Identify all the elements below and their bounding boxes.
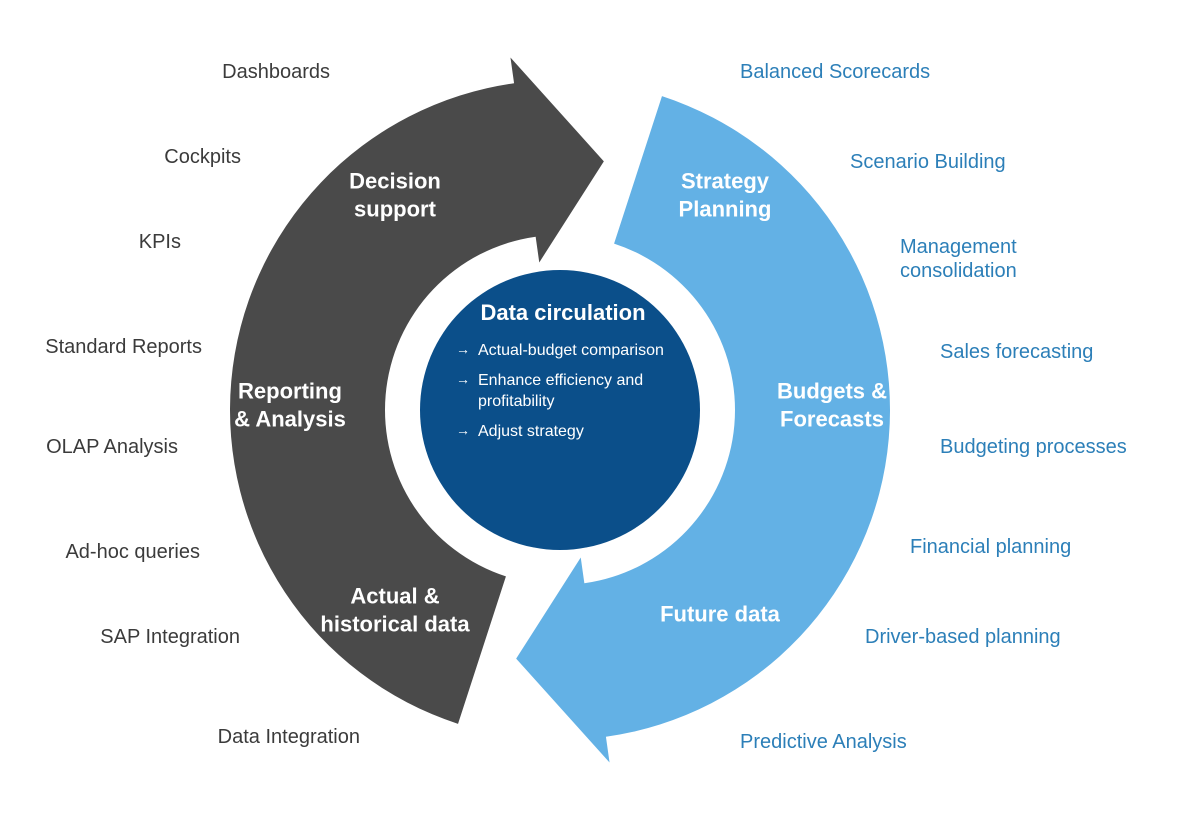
outer-label-left: Standard Reports bbox=[0, 335, 202, 359]
outer-label-left: OLAP Analysis bbox=[0, 435, 178, 459]
center-items-list: Actual-budget comparison Enhance efficien… bbox=[456, 340, 670, 442]
outer-label-left: Cockpits bbox=[0, 145, 241, 169]
outer-label-right: Budgeting processes bbox=[940, 435, 1127, 459]
outer-label-left: Ad-hoc queries bbox=[0, 540, 200, 564]
outer-label-right: Predictive Analysis bbox=[740, 730, 907, 754]
ring-label-left: Decisionsupport bbox=[310, 168, 480, 223]
ring-label-right: Future data bbox=[635, 600, 805, 628]
ring-label-right: StrategyPlanning bbox=[640, 168, 810, 223]
ring-label-right: Budgets &Forecasts bbox=[747, 378, 917, 433]
ring-label-left: Reporting& Analysis bbox=[205, 378, 375, 433]
center-item: Enhance efficiency and profitability bbox=[456, 370, 670, 413]
center-item: Adjust strategy bbox=[456, 421, 670, 443]
outer-label-left: Dashboards bbox=[0, 60, 330, 84]
outer-label-left: KPIs bbox=[0, 230, 181, 254]
outer-label-right: Balanced Scorecards bbox=[740, 60, 930, 84]
outer-label-right: Financial planning bbox=[910, 535, 1071, 559]
outer-label-left: Data Integration bbox=[0, 725, 360, 749]
diagram-stage: Data circulation Actual-budget compariso… bbox=[0, 0, 1200, 822]
outer-label-right: Management consolidation bbox=[900, 235, 1080, 283]
ring-label-left: Actual &historical data bbox=[310, 583, 480, 638]
outer-label-left: SAP Integration bbox=[0, 625, 240, 649]
center-title: Data circulation bbox=[456, 300, 670, 326]
center-item: Actual-budget comparison bbox=[456, 340, 670, 362]
outer-label-right: Sales forecasting bbox=[940, 340, 1093, 364]
center-circle: Data circulation Actual-budget compariso… bbox=[420, 270, 700, 550]
outer-label-right: Scenario Building bbox=[850, 150, 1006, 174]
outer-label-right: Driver-based planning bbox=[865, 625, 1061, 649]
